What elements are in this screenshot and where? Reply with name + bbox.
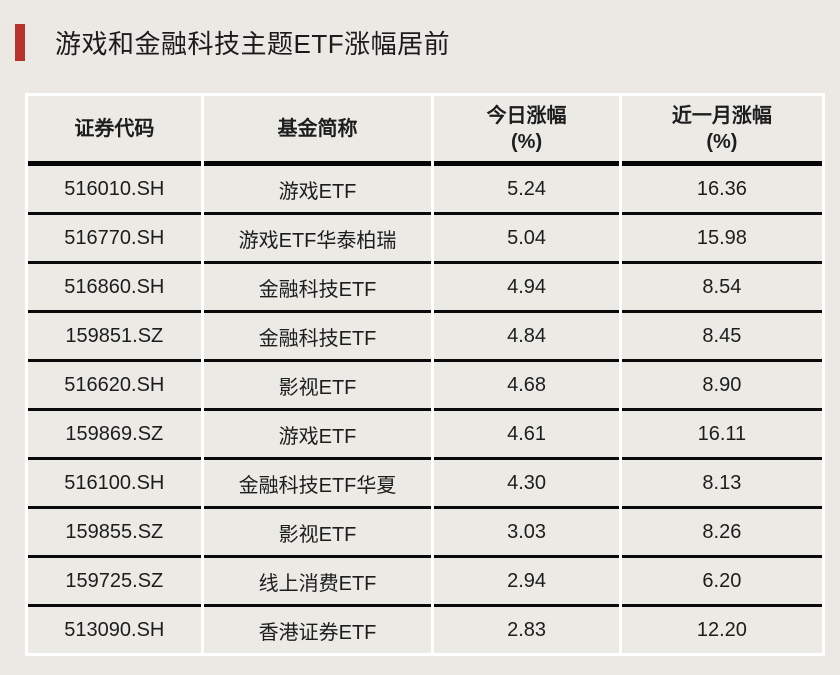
- table-row: 516770.SH 游戏ETF华泰柏瑞 5.04 15.98: [28, 215, 822, 264]
- etf-table-container: 证券代码 基金简称 今日涨幅 (%) 近一月涨幅 (%) 516010.SH 游戏ET…: [25, 93, 825, 656]
- cell-name: 游戏ETF: [203, 166, 432, 215]
- cell-name: 金融科技ETF: [203, 264, 432, 313]
- cell-today: 5.24: [434, 166, 619, 215]
- cell-today: 4.30: [434, 460, 619, 509]
- cell-month: 15.98: [621, 215, 822, 264]
- cell-month: 8.90: [621, 362, 822, 411]
- table-row: 516010.SH 游戏ETF 5.24 16.36: [28, 166, 822, 215]
- table-row: 516620.SH 影视ETF 4.68 8.90: [28, 362, 822, 411]
- cell-name: 金融科技ETF: [203, 313, 432, 362]
- cell-code: 516620.SH: [28, 362, 201, 411]
- cell-today: 4.84: [434, 313, 619, 362]
- cell-name: 游戏ETF: [203, 411, 432, 460]
- cell-today: 3.03: [434, 509, 619, 558]
- column-header-today: 今日涨幅 (%): [434, 96, 619, 166]
- title-accent-bar: [15, 24, 25, 61]
- column-header-today-label: 今日涨幅: [486, 104, 567, 127]
- cell-month: 16.36: [621, 166, 822, 215]
- cell-name: 金融科技ETF华夏: [203, 460, 432, 509]
- table-row: 159851.SZ 金融科技ETF 4.84 8.45: [28, 313, 822, 362]
- cell-code: 159851.SZ: [28, 313, 201, 362]
- title-block: 游戏和金融科技主题ETF涨幅居前: [15, 24, 450, 61]
- cell-month: 8.26: [621, 509, 822, 558]
- cell-code: 513090.SH: [28, 607, 201, 653]
- table-row: 516860.SH 金融科技ETF 4.94 8.54: [28, 264, 822, 313]
- column-header-month: 近一月涨幅 (%): [621, 96, 822, 166]
- cell-today: 2.94: [434, 558, 619, 607]
- cell-month: 8.45: [621, 313, 822, 362]
- cell-name: 香港证券ETF: [203, 607, 432, 653]
- cell-code: 516860.SH: [28, 264, 201, 313]
- cell-today: 4.68: [434, 362, 619, 411]
- table-body: 516010.SH 游戏ETF 5.24 16.36 516770.SH 游戏ETF华泰柏…: [28, 166, 822, 653]
- cell-month: 16.11: [621, 411, 822, 460]
- cell-month: 8.54: [621, 264, 822, 313]
- column-header-month-sub: (%): [706, 130, 738, 153]
- cell-name: 线上消费ETF: [203, 558, 432, 607]
- cell-month: 8.13: [621, 460, 822, 509]
- table-header: 证券代码 基金简称 今日涨幅 (%) 近一月涨幅 (%): [28, 96, 822, 166]
- cell-today: 2.83: [434, 607, 619, 653]
- cell-month: 12.20: [621, 607, 822, 653]
- cell-code: 516770.SH: [28, 215, 201, 264]
- column-header-name-label: 基金简称: [277, 117, 358, 140]
- cell-name: 游戏ETF华泰柏瑞: [203, 215, 432, 264]
- cell-code: 159869.SZ: [28, 411, 201, 460]
- header-row: 证券代码 基金简称 今日涨幅 (%) 近一月涨幅 (%): [28, 96, 822, 166]
- cell-code: 516100.SH: [28, 460, 201, 509]
- table-row: 159869.SZ 游戏ETF 4.61 16.11: [28, 411, 822, 460]
- cell-code: 159855.SZ: [28, 509, 201, 558]
- column-header-code-label: 证券代码: [74, 117, 155, 140]
- column-header-today-sub: (%): [511, 130, 543, 153]
- cell-name: 影视ETF: [203, 362, 432, 411]
- table-row: 159855.SZ 影视ETF 3.03 8.26: [28, 509, 822, 558]
- table-row: 513090.SH 香港证券ETF 2.83 12.20: [28, 607, 822, 653]
- table-row: 159725.SZ 线上消费ETF 2.94 6.20: [28, 558, 822, 607]
- cell-code: 159725.SZ: [28, 558, 201, 607]
- page-title: 游戏和金融科技主题ETF涨幅居前: [55, 29, 451, 59]
- cell-month: 6.20: [621, 558, 822, 607]
- etf-table: 证券代码 基金简称 今日涨幅 (%) 近一月涨幅 (%) 516010.SH 游戏ET…: [25, 96, 825, 653]
- cell-today: 4.94: [434, 264, 619, 313]
- cell-name: 影视ETF: [203, 509, 432, 558]
- column-header-name: 基金简称: [203, 96, 432, 166]
- cell-code: 516010.SH: [28, 166, 201, 215]
- column-header-month-label: 近一月涨幅: [671, 104, 772, 127]
- cell-today: 5.04: [434, 215, 619, 264]
- column-header-code: 证券代码: [28, 96, 201, 166]
- table-row: 516100.SH 金融科技ETF华夏 4.30 8.13: [28, 460, 822, 509]
- cell-today: 4.61: [434, 411, 619, 460]
